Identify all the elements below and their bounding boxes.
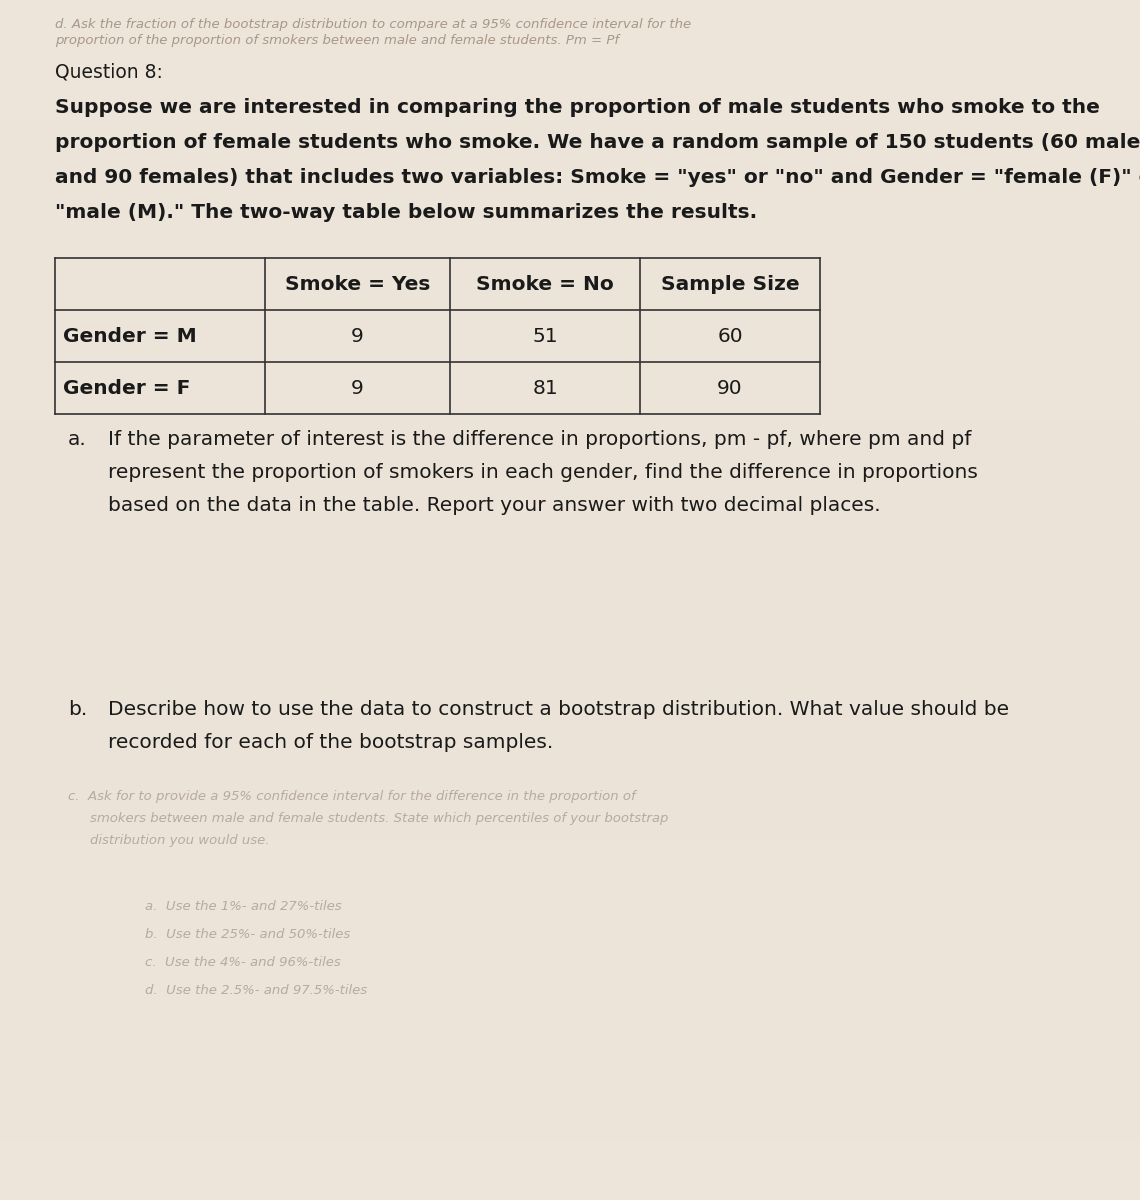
Text: Smoke = Yes: Smoke = Yes	[285, 275, 430, 294]
Text: If the parameter of interest is the difference in proportions, pm - pf, where pm: If the parameter of interest is the diff…	[108, 430, 971, 449]
Text: represent the proportion of smokers in each gender, find the difference in propo: represent the proportion of smokers in e…	[108, 463, 978, 482]
Text: recorded for each of the bootstrap samples.: recorded for each of the bootstrap sampl…	[108, 733, 553, 752]
Bar	[0, 960, 1140, 1020]
Text: Question 8:: Question 8:	[55, 62, 163, 80]
Bar	[0, 0, 1140, 60]
Text: proportion of female students who smoke. We have a random sample of 150 students: proportion of female students who smoke.…	[55, 133, 1140, 152]
Bar	[0, 1020, 1140, 1080]
Bar	[0, 240, 1140, 300]
Bar	[0, 660, 1140, 720]
Bar	[0, 900, 1140, 960]
Bar	[0, 1140, 1140, 1200]
Text: Gender = F: Gender = F	[63, 378, 190, 397]
Bar	[0, 780, 1140, 840]
Text: c.  Use the 4%- and 96%-tiles: c. Use the 4%- and 96%-tiles	[145, 956, 341, 970]
Text: Describe how to use the data to construct a bootstrap distribution. What value s: Describe how to use the data to construc…	[108, 700, 1009, 719]
Text: "male (M)." The two-way table below summarizes the results.: "male (M)." The two-way table below summ…	[55, 203, 757, 222]
Text: Gender = M: Gender = M	[63, 326, 197, 346]
Bar	[0, 840, 1140, 900]
Text: a.: a.	[68, 430, 87, 449]
Text: Suppose we are interested in comparing the proportion of male students who smoke: Suppose we are interested in comparing t…	[55, 98, 1100, 116]
Bar	[0, 300, 1140, 360]
Text: c.  Ask for to provide a 95% confidence interval for the difference in the propo: c. Ask for to provide a 95% confidence i…	[68, 790, 636, 803]
Text: Smoke = No: Smoke = No	[477, 275, 613, 294]
Bar	[0, 1080, 1140, 1140]
Text: 9: 9	[351, 326, 364, 346]
Bar	[0, 60, 1140, 120]
Text: 81: 81	[532, 378, 557, 397]
Text: 9: 9	[351, 378, 364, 397]
Text: b.  Use the 25%- and 50%-tiles: b. Use the 25%- and 50%-tiles	[145, 928, 350, 941]
Bar	[0, 180, 1140, 240]
Text: based on the data in the table. Report your answer with two decimal places.: based on the data in the table. Report y…	[108, 496, 880, 515]
Bar	[0, 360, 1140, 420]
Text: 51: 51	[532, 326, 557, 346]
Bar	[0, 720, 1140, 780]
Text: d.  Use the 2.5%- and 97.5%-tiles: d. Use the 2.5%- and 97.5%-tiles	[145, 984, 367, 997]
Bar	[0, 120, 1140, 180]
Bar	[0, 480, 1140, 540]
Text: and 90 females) that includes two variables: Smoke = "yes" or "no" and Gender = : and 90 females) that includes two variab…	[55, 168, 1140, 187]
Text: Sample Size: Sample Size	[661, 275, 799, 294]
Text: 90: 90	[717, 378, 743, 397]
Text: d. Ask the fraction of the bootstrap distribution to compare at a 95% confidence: d. Ask the fraction of the bootstrap dis…	[55, 18, 691, 31]
Text: proportion of the proportion of smokers between male and female students. Pm = P: proportion of the proportion of smokers …	[55, 34, 619, 47]
Bar	[0, 540, 1140, 600]
Text: smokers between male and female students. State which percentiles of your bootst: smokers between male and female students…	[90, 812, 668, 826]
Bar	[0, 600, 1140, 660]
Text: 60: 60	[717, 326, 743, 346]
Text: distribution you would use.: distribution you would use.	[90, 834, 269, 847]
Bar	[0, 420, 1140, 480]
Text: b.: b.	[68, 700, 88, 719]
Text: a.  Use the 1%- and 27%-tiles: a. Use the 1%- and 27%-tiles	[145, 900, 342, 913]
